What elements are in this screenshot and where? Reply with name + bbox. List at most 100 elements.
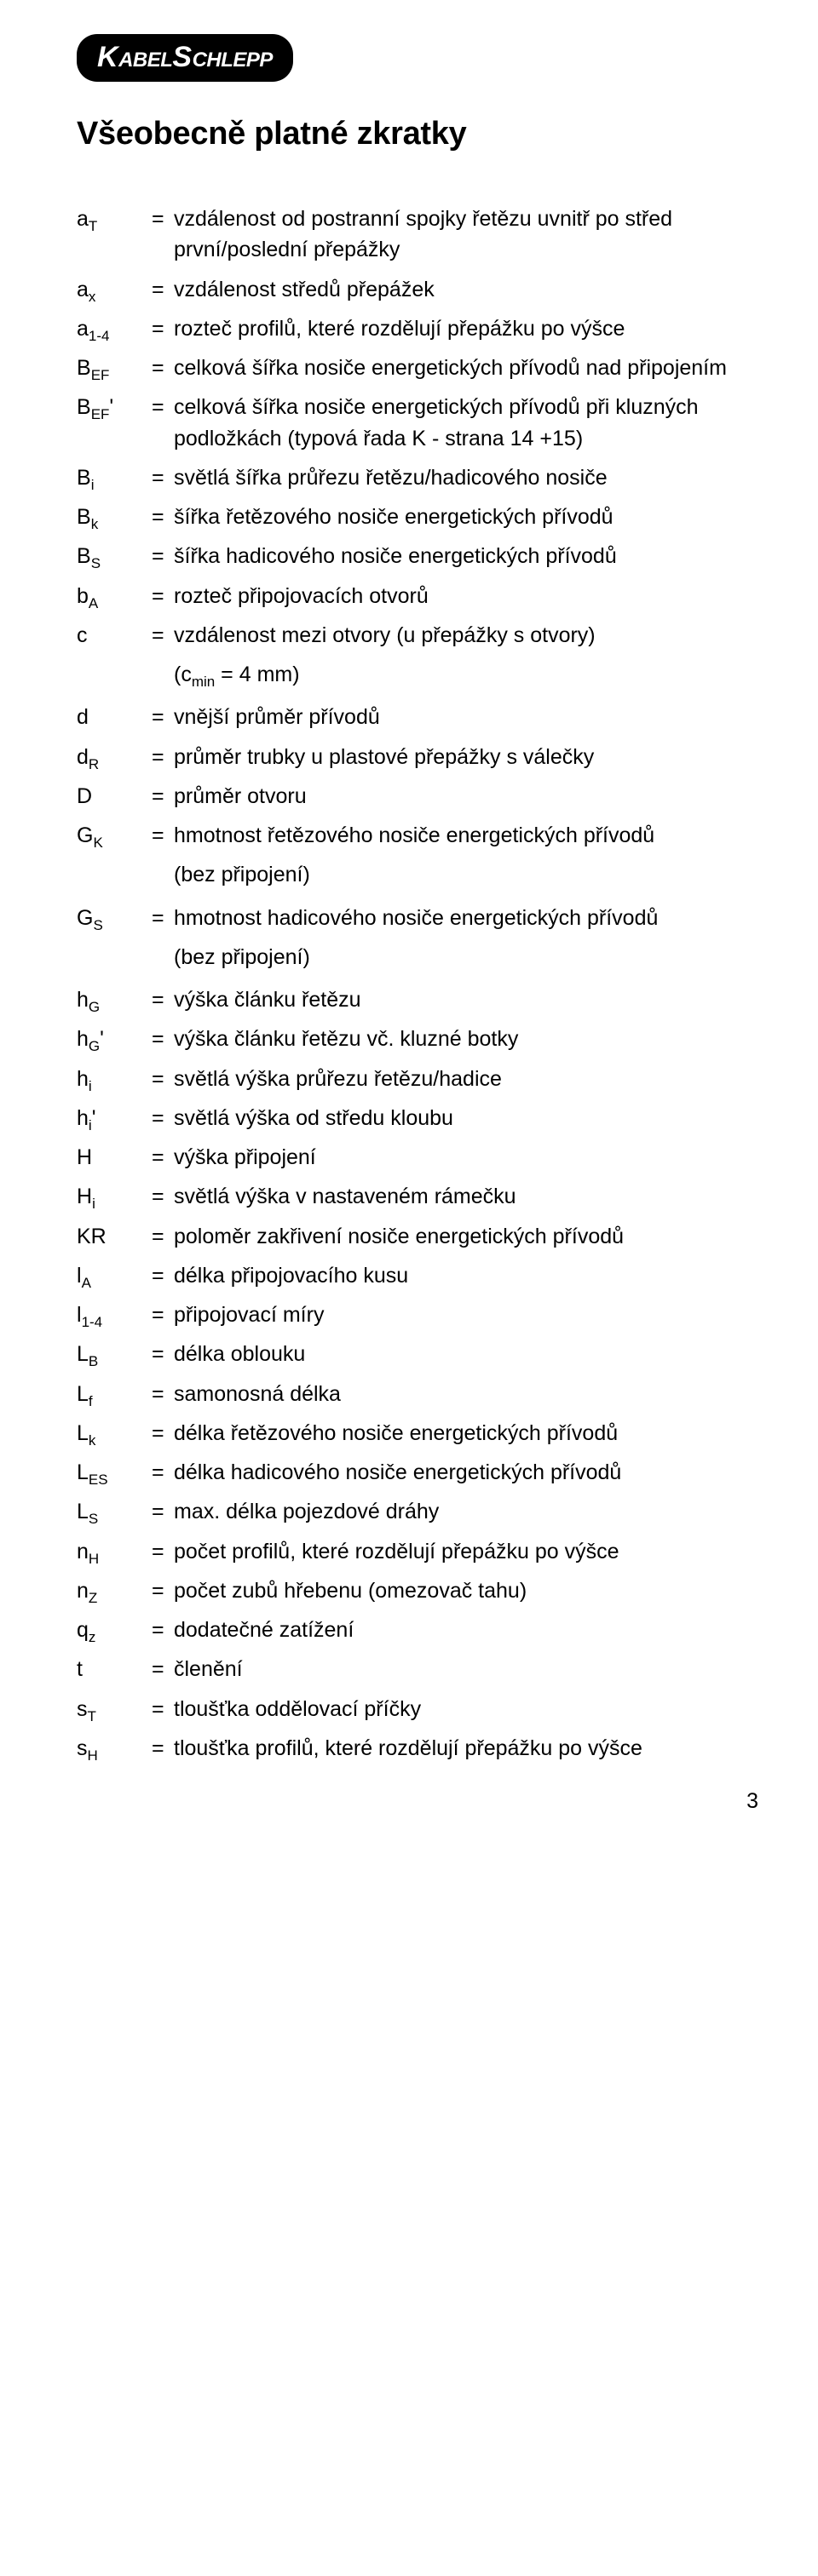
equals-sign: = (152, 702, 174, 732)
abbrev-row: GK=hmotnost řetězového nosiče energetick… (77, 820, 758, 851)
abbrev-definition: počet zubů hřebenu (omezovač tahu) (174, 1575, 758, 1606)
abbrev-symbol: GK (77, 820, 152, 851)
equals-sign: = (152, 1339, 174, 1369)
abbrev-symbol: H (77, 1142, 152, 1173)
abbrev-symbol: dR (77, 742, 152, 772)
abbrev-symbol: BEF (77, 353, 152, 383)
page-title: Všeobecně platné zkratky (77, 116, 758, 152)
abbrev-symbol: BEF' (77, 392, 152, 422)
abbrev-definition: počet profilů, které rozdělují přepážku … (174, 1536, 758, 1567)
abbrev-symbol: hG' (77, 1024, 152, 1054)
abbrev-row: l1-4=připojovací míry (77, 1299, 758, 1330)
abbrev-symbol: Lk (77, 1418, 152, 1449)
abbrev-definition: světlá výška průřezu řetězu/hadice (174, 1064, 758, 1094)
abbrev-symbol: Bk (77, 502, 152, 532)
abbrev-definition: výška připojení (174, 1142, 758, 1173)
abbrev-row: dR=průměr trubky u plastové přepážky s v… (77, 742, 758, 772)
abbrev-row: aT=vzdálenost od postranní spojky řetězu… (77, 204, 758, 266)
abbrev-note: (bez připojení) (174, 942, 758, 972)
abbrev-symbol: KR (77, 1221, 152, 1252)
abbrev-row: hi'=světlá výška od středu kloubu (77, 1103, 758, 1133)
abbrev-row: KR=poloměr zakřivení nosiče energetickýc… (77, 1221, 758, 1252)
abbrev-symbol: hi' (77, 1103, 152, 1133)
abbrev-definition: dodatečné zatížení (174, 1615, 758, 1645)
abbrev-definition: členění (174, 1654, 758, 1684)
abbrev-definition: vnější průměr přívodů (174, 702, 758, 732)
abbrev-row: qz=dodatečné zatížení (77, 1615, 758, 1645)
abbrev-symbol: c (77, 620, 152, 651)
abbrev-definition: tloušťka oddělovací příčky (174, 1694, 758, 1724)
abbrev-symbol: hi (77, 1064, 152, 1094)
abbrev-row: LB=délka oblouku (77, 1339, 758, 1369)
equals-sign: = (152, 1654, 174, 1684)
abbrev-definition: světlá výška v nastaveném rámečku (174, 1181, 758, 1212)
brand-logo-text: KABELSCHLEPP (77, 34, 293, 82)
equals-sign: = (152, 1221, 174, 1252)
abbrev-symbol: sH (77, 1733, 152, 1764)
abbrev-symbol: BS (77, 541, 152, 571)
equals-sign: = (152, 1536, 174, 1567)
abbrev-row: ax=vzdálenost středů přepážek (77, 274, 758, 305)
abbreviations-list: aT=vzdálenost od postranní spojky řetězu… (77, 204, 758, 1764)
abbrev-row: a1-4=rozteč profilů, které rozdělují pře… (77, 313, 758, 344)
abbrev-symbol: nZ (77, 1575, 152, 1606)
abbrev-definition: rozteč připojovacích otvorů (174, 581, 758, 611)
abbrev-symbol: l1-4 (77, 1299, 152, 1330)
equals-sign: = (152, 1615, 174, 1645)
equals-sign: = (152, 620, 174, 651)
equals-sign: = (152, 1575, 174, 1606)
equals-sign: = (152, 1142, 174, 1173)
abbrev-definition: připojovací míry (174, 1299, 758, 1330)
equals-sign: = (152, 353, 174, 383)
abbrev-definition: délka hadicového nosiče energetických př… (174, 1457, 758, 1488)
abbrev-symbol: lA (77, 1260, 152, 1291)
abbrev-definition: poloměr zakřivení nosiče energetických p… (174, 1221, 758, 1252)
equals-sign: = (152, 984, 174, 1015)
abbrev-definition: světlá šířka průřezu řetězu/hadicového n… (174, 462, 758, 493)
abbrev-row: GS=hmotnost hadicového nosiče energetick… (77, 903, 758, 933)
abbrev-definition: hmotnost hadicového nosiče energetických… (174, 903, 758, 933)
abbrev-row: d=vnější průměr přívodů (77, 702, 758, 732)
equals-sign: = (152, 1103, 174, 1133)
abbrev-definition: šířka hadicového nosiče energetických př… (174, 541, 758, 571)
equals-sign: = (152, 1496, 174, 1527)
abbrev-symbol: Lf (77, 1379, 152, 1409)
abbrev-definition: světlá výška od středu kloubu (174, 1103, 758, 1133)
page-number: 3 (77, 1789, 758, 1814)
abbrev-symbol: Bi (77, 462, 152, 493)
abbrev-definition: délka řetězového nosiče energetických př… (174, 1418, 758, 1449)
abbrev-row: Lk=délka řetězového nosiče energetických… (77, 1418, 758, 1449)
abbrev-definition: celková šířka nosiče energetických přívo… (174, 392, 758, 454)
abbrev-symbol: nH (77, 1536, 152, 1567)
abbrev-row: BEF=celková šířka nosiče energetických p… (77, 353, 758, 383)
abbrev-definition: samonosná délka (174, 1379, 758, 1409)
abbrev-row: bA=rozteč připojovacích otvorů (77, 581, 758, 611)
abbrev-row: hG'=výška článku řetězu vč. kluzné botky (77, 1024, 758, 1054)
abbrev-definition: max. délka pojezdové dráhy (174, 1496, 758, 1527)
abbrev-row: sT=tloušťka oddělovací příčky (77, 1694, 758, 1724)
equals-sign: = (152, 903, 174, 933)
abbrev-symbol: sT (77, 1694, 152, 1724)
abbrev-definition: výška článku řetězu (174, 984, 758, 1015)
abbrev-symbol: bA (77, 581, 152, 611)
abbrev-symbol: LS (77, 1496, 152, 1527)
abbrev-row: Bk=šířka řetězového nosiče energetických… (77, 502, 758, 532)
abbrev-row: BEF'=celková šířka nosiče energetických … (77, 392, 758, 454)
abbrev-definition: rozteč profilů, které rozdělují přepážku… (174, 313, 758, 344)
abbrev-definition: délka oblouku (174, 1339, 758, 1369)
equals-sign: = (152, 581, 174, 611)
abbrev-row: hG=výška článku řetězu (77, 984, 758, 1015)
abbrev-row: Lf=samonosná délka (77, 1379, 758, 1409)
abbrev-row: LES=délka hadicového nosiče energetickýc… (77, 1457, 758, 1488)
abbrev-definition: šířka řetězového nosiče energetických př… (174, 502, 758, 532)
abbrev-row: hi=světlá výška průřezu řetězu/hadice (77, 1064, 758, 1094)
equals-sign: = (152, 502, 174, 532)
equals-sign: = (152, 1024, 174, 1054)
abbrev-symbol: a1-4 (77, 313, 152, 344)
abbrev-definition: hmotnost řetězového nosiče energetických… (174, 820, 758, 851)
abbrev-symbol: D (77, 781, 152, 812)
equals-sign: = (152, 742, 174, 772)
abbrev-definition: průměr trubky u plastové přepážky s vále… (174, 742, 758, 772)
equals-sign: = (152, 1379, 174, 1409)
abbrev-note: (cmin = 4 mm) (174, 659, 758, 690)
